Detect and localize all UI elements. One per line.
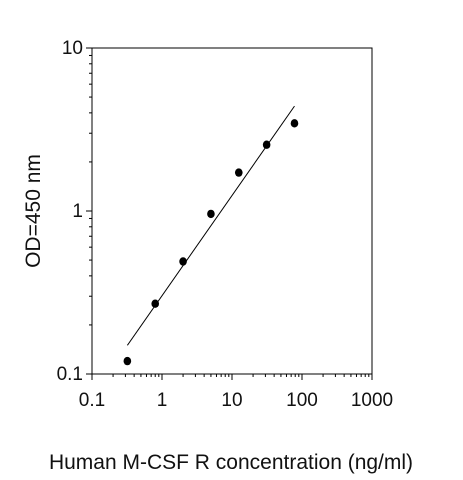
y-tick-label: 1 — [72, 201, 83, 222]
data-point — [179, 257, 187, 266]
plot-frame — [91, 47, 373, 375]
data-point — [234, 168, 243, 177]
x-tick-label: 100 — [286, 390, 318, 411]
data-point — [207, 209, 215, 219]
x-tick-label: 0.1 — [79, 390, 105, 411]
data-point — [262, 140, 271, 149]
x-axis-label: Human M-CSF R concentration (ng/ml) — [49, 451, 413, 474]
data-point — [123, 356, 132, 366]
data-point — [290, 119, 299, 128]
x-tick-label: 1 — [157, 390, 168, 411]
data-points — [123, 119, 299, 366]
x-tick-label: 1000 — [351, 390, 393, 411]
y-tick-label: 0.1 — [57, 364, 83, 385]
x-axis-ticks: 0.1 1 10 100 1000 — [79, 374, 393, 411]
y-tick-label: 10 — [62, 38, 83, 59]
y-axis-label: OD=450 nm — [22, 154, 45, 268]
y-axis-ticks: 0.1 1 10 — [57, 38, 92, 385]
data-point — [151, 299, 160, 308]
x-tick-label: 10 — [221, 390, 242, 411]
